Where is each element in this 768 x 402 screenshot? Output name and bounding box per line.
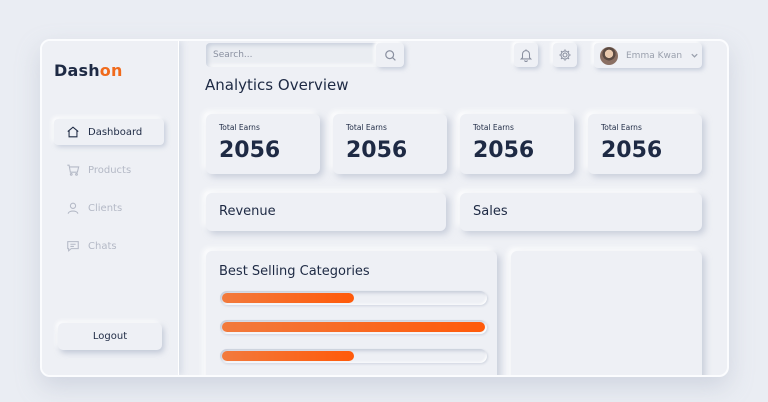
chevron-down-icon xyxy=(691,53,698,58)
stat-label: Total Earns xyxy=(219,123,260,132)
sidebar: Dashon Dashboard Products Clients Chats … xyxy=(42,41,179,375)
best-selling-panel: Best Selling Categories xyxy=(206,251,497,375)
category-progress-bar xyxy=(220,349,487,363)
category-progress-bar xyxy=(220,291,487,305)
sales-panel: Sales xyxy=(460,193,702,231)
stat-value: 2056 xyxy=(473,138,535,163)
stat-value: 2056 xyxy=(601,138,663,163)
stat-card: Total Earns 2056 xyxy=(588,114,702,174)
sidebar-item-dashboard[interactable]: Dashboard xyxy=(54,119,164,145)
sidebar-item-chats[interactable]: Chats xyxy=(54,233,164,259)
progress-fill xyxy=(222,322,485,332)
chat-icon xyxy=(67,241,79,252)
panel-title: Revenue xyxy=(219,204,276,219)
search-input[interactable] xyxy=(213,50,363,60)
gear-icon xyxy=(559,49,571,61)
brand-logo: Dashon xyxy=(54,61,123,80)
stat-label: Total Earns xyxy=(601,123,642,132)
sidebar-item-clients[interactable]: Clients xyxy=(54,195,164,221)
brand-accent: on xyxy=(99,61,123,80)
notifications-button[interactable] xyxy=(514,43,538,67)
sidebar-item-label: Dashboard xyxy=(88,126,143,138)
app-window: Dashon Dashboard Products Clients Chats … xyxy=(40,39,729,377)
revenue-panel: Revenue xyxy=(206,193,446,231)
settings-button[interactable] xyxy=(553,43,577,67)
brand-prefix: Dash xyxy=(54,61,100,80)
empty-panel xyxy=(511,251,702,375)
progress-fill xyxy=(222,351,354,361)
stat-card: Total Earns 2056 xyxy=(460,114,574,174)
sidebar-item-label: Chats xyxy=(88,240,117,252)
progress-fill xyxy=(222,293,354,303)
search-button[interactable] xyxy=(376,43,404,67)
user-name: Emma Kwan xyxy=(626,50,683,61)
panel-title: Best Selling Categories xyxy=(219,264,370,279)
home-icon xyxy=(67,126,79,138)
logout-button[interactable]: Logout xyxy=(58,323,162,350)
stat-card: Total Earns 2056 xyxy=(206,114,320,174)
page-title: Analytics Overview xyxy=(205,76,349,94)
search-icon xyxy=(384,49,396,61)
sidebar-item-label: Clients xyxy=(88,202,123,214)
stat-label: Total Earns xyxy=(473,123,514,132)
stat-label: Total Earns xyxy=(346,123,387,132)
sidebar-item-label: Products xyxy=(88,164,132,176)
stat-value: 2056 xyxy=(346,138,408,163)
sidebar-item-products[interactable]: Products xyxy=(54,157,164,183)
user-menu[interactable]: Emma Kwan xyxy=(594,43,702,68)
search-box xyxy=(206,43,402,67)
user-icon xyxy=(67,202,79,214)
bell-icon xyxy=(519,49,533,62)
stat-value: 2056 xyxy=(219,138,281,163)
category-progress-bar xyxy=(220,320,487,334)
avatar xyxy=(600,46,618,65)
cart-icon xyxy=(67,164,80,176)
stat-card: Total Earns 2056 xyxy=(333,114,447,174)
panel-title: Sales xyxy=(473,204,508,219)
